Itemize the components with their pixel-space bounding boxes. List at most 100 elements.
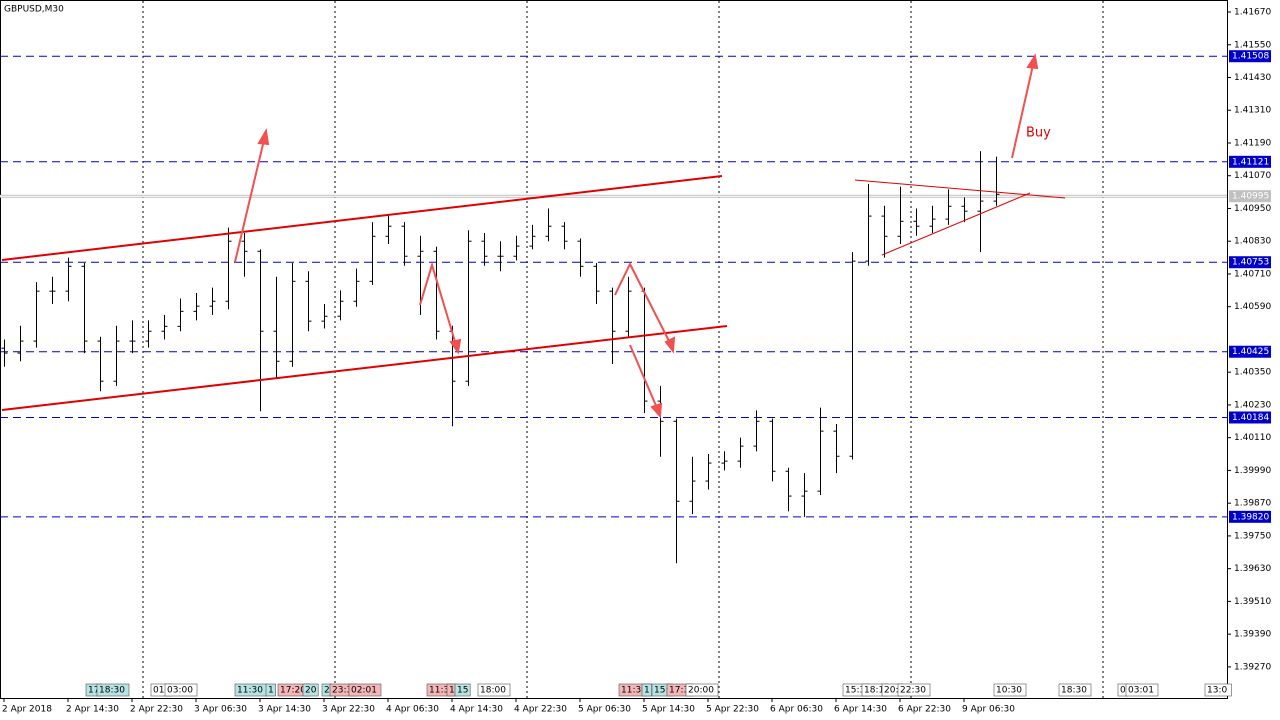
drawings [1, 175, 1066, 411]
time-tag-box [1125, 683, 1159, 697]
y-tick-label: 1.41190 [1234, 138, 1271, 148]
x-tick-label: 2 Apr 2018 [2, 705, 52, 715]
time-tag: 22:30 [900, 686, 926, 696]
time-tag: 23:3 [332, 686, 352, 696]
time-tag: 20 [305, 686, 317, 696]
level-label: 1.41121 [1232, 157, 1269, 167]
time-tag-box [993, 683, 1027, 697]
time-tag: 03:00 [167, 686, 193, 696]
channel-lower [1, 325, 728, 411]
y-tick-label: 1.39750 [1234, 531, 1271, 541]
x-tick-label: 6 Apr 06:30 [770, 705, 823, 715]
time-tag: 18:1 [864, 686, 884, 696]
time-tag: 1 [449, 686, 455, 696]
x-tick-label: 3 Apr 06:30 [194, 705, 247, 715]
time-tag-box [164, 683, 198, 697]
arrow-head [1026, 53, 1039, 70]
x-tick-label: 3 Apr 22:30 [322, 705, 375, 715]
level-label-box [1229, 256, 1271, 269]
arrow [419, 261, 457, 346]
y-tick-label: 1.41670 [1234, 8, 1271, 18]
y-tick-label: 1.41550 [1234, 40, 1271, 50]
x-tick-label: 5 Apr 14:30 [642, 705, 695, 715]
channel-upper [1, 175, 723, 261]
time-tag-box [265, 683, 276, 697]
bars [1, 151, 1000, 564]
time-tag-box [454, 683, 471, 697]
time-tag: 17:3 [669, 686, 689, 696]
time-tag: 13:0 [1207, 686, 1227, 696]
y-tick-label: 1.40590 [1234, 302, 1271, 312]
x-tick-label: 2 Apr 22:30 [130, 705, 183, 715]
time-tag: 02:01 [351, 686, 377, 696]
y-tick-label: 1.39390 [1234, 630, 1271, 640]
time-tag: 11:30 [621, 686, 647, 696]
time-tag-box [477, 683, 511, 697]
time-tag: 17 [88, 686, 99, 696]
y-tick-label: 1.39870 [1234, 499, 1271, 509]
time-tag: 15: [654, 686, 668, 696]
day-separators [142, 1, 1104, 698]
time-tag-box [641, 683, 652, 697]
level-label-box [1229, 345, 1271, 358]
time-tag: 15:3 [845, 686, 865, 696]
time-tag: 15 [457, 686, 468, 696]
level-label: 1.39820 [1232, 512, 1269, 522]
time-tag: 18:30 [99, 686, 125, 696]
plot-frame [0, 0, 1228, 699]
arrow-head [664, 336, 676, 354]
time-tag: 1 [268, 686, 274, 696]
time-tag: 17:20 [280, 686, 306, 696]
x-tick-label: 5 Apr 22:30 [706, 705, 759, 715]
level-label: 1.41508 [1232, 52, 1269, 62]
arrows [234, 53, 1039, 419]
x-tick-label: 4 Apr 22:30 [514, 705, 567, 715]
triangle-lower [881, 192, 1031, 256]
arrow-head [449, 338, 462, 355]
y-tick-label: 1.40830 [1234, 237, 1271, 247]
time-tag-box [1058, 683, 1092, 697]
chart-title: GBPUSD,M30 [4, 5, 64, 15]
y-tick-label: 1.40110 [1234, 433, 1271, 443]
time-tag: 01: [153, 686, 167, 696]
x-tick-label: 9 Apr 06:30 [962, 705, 1015, 715]
arrow [614, 261, 671, 344]
level-label-box [1229, 510, 1271, 523]
y-tick-label: 1.39990 [1234, 466, 1271, 476]
arrow [234, 139, 265, 263]
x-tick-label: 3 Apr 14:30 [258, 705, 311, 715]
level-label-box [1229, 155, 1271, 168]
time-tag: 20:00 [688, 686, 714, 696]
time-tag: 18:00 [480, 686, 506, 696]
x-tick-label: 4 Apr 06:30 [386, 705, 439, 715]
time-tag: 11:30 [237, 686, 263, 696]
time-tag-box [897, 683, 931, 697]
y-tick-label: 1.39270 [1234, 662, 1271, 672]
time-tag-box [348, 683, 382, 697]
level-label-box [1229, 50, 1271, 63]
y-tick-label: 1.39630 [1234, 564, 1271, 574]
level-label-box [1229, 411, 1271, 424]
annotation: Buy [1026, 126, 1051, 141]
axis: 1.41670 1.41550 1.41430 1.41310 1.41190 1.410… [2, 8, 1271, 715]
bid-label-box [1229, 190, 1271, 203]
time-tag-box [302, 683, 319, 697]
x-tick-label: 2 Apr 14:30 [66, 705, 119, 715]
y-tick-label: 1.39510 [1234, 597, 1271, 607]
time-tag: 2 [324, 686, 330, 696]
x-tick-label: 5 Apr 06:30 [578, 705, 631, 715]
y-tick-label: 1.40950 [1234, 204, 1271, 214]
level-label: 1.40184 [1232, 413, 1269, 423]
arrow [1011, 64, 1034, 159]
arrow [629, 344, 658, 409]
arrow-head [650, 402, 663, 419]
time-tag: 11:3 [429, 686, 449, 696]
time-tag-box [1204, 683, 1232, 697]
time-tag: 10:30 [996, 686, 1022, 696]
time-tag: 18:30 [1061, 686, 1087, 696]
time-tags: 17 18:30 01: 03:00 11:30 1 17:20 20 2 23:302:01 11… [85, 683, 1232, 697]
time-tag: 20: [884, 686, 898, 696]
time-tag: 1 [644, 686, 650, 696]
y-tick-label: 1.40710 [1234, 269, 1271, 279]
